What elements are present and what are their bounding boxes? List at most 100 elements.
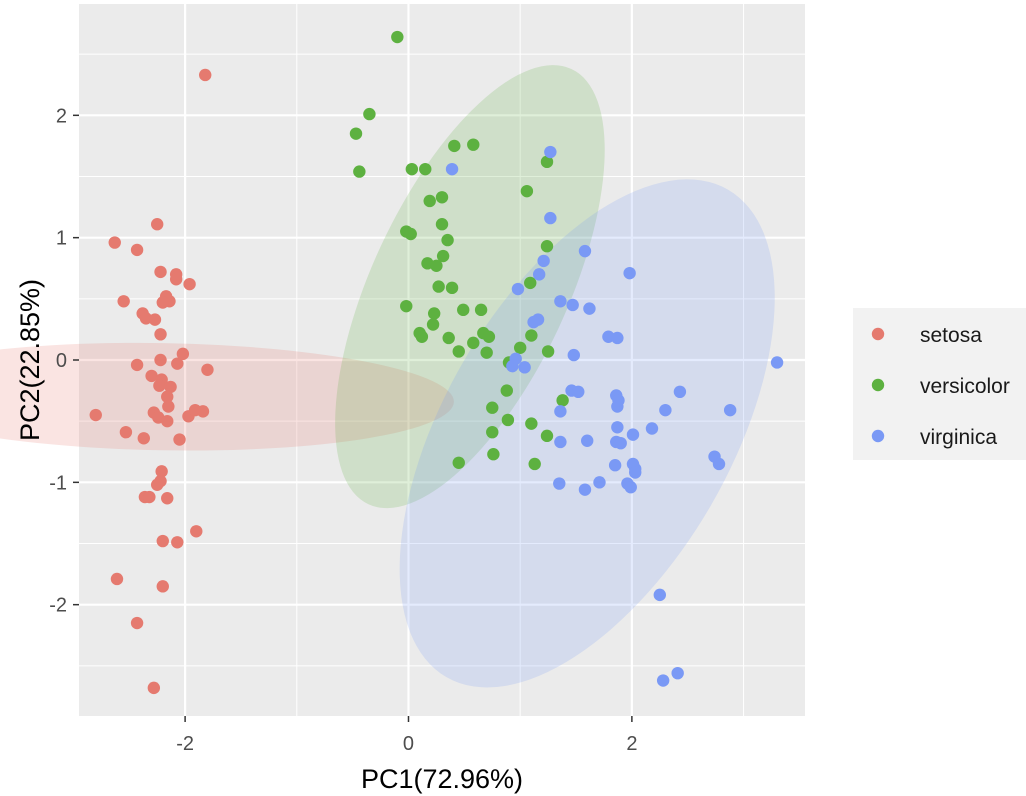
point-setosa (154, 353, 167, 367)
point-versicolor (436, 249, 450, 263)
point-setosa (171, 357, 184, 370)
point-virginica (712, 457, 726, 471)
legend-key-versicolor (871, 378, 885, 392)
axes: -2 0 2 -2 -1 0 1 2 (49, 105, 637, 755)
y-tick-label: -1 (49, 472, 67, 494)
point-setosa (130, 616, 144, 630)
point-setosa (137, 432, 150, 445)
point-virginica (629, 466, 642, 479)
point-virginica (659, 403, 672, 417)
point-virginica (537, 254, 550, 268)
point-versicolor (349, 127, 363, 140)
point-virginica (723, 403, 737, 417)
point-setosa (161, 390, 174, 403)
point-setosa (130, 358, 144, 372)
point-virginica (608, 459, 622, 472)
point-virginica (611, 331, 624, 345)
point-virginica (553, 477, 566, 490)
point-setosa (154, 265, 167, 279)
legend-key-setosa (871, 327, 885, 341)
point-setosa (143, 490, 156, 504)
point-virginica (511, 282, 525, 296)
point-virginica (612, 394, 625, 407)
point-versicolor (528, 457, 541, 471)
point-setosa (130, 243, 144, 257)
point-setosa (154, 328, 167, 341)
point-setosa (164, 380, 177, 394)
point-virginica (653, 588, 666, 602)
point-setosa (156, 534, 169, 548)
point-virginica (518, 361, 531, 374)
y-tick-label: -2 (49, 595, 67, 617)
point-versicolor (520, 184, 534, 198)
point-setosa (117, 295, 130, 308)
point-versicolor (467, 336, 480, 350)
point-setosa (169, 273, 183, 286)
point-setosa (162, 400, 175, 413)
point-versicolor (452, 345, 465, 358)
point-virginica (445, 162, 459, 176)
point-versicolor (435, 191, 449, 204)
ellipse-virginica (399, 179, 775, 688)
point-virginica (578, 483, 592, 496)
y-tick-label: 0 (56, 350, 67, 372)
point-versicolor (525, 329, 538, 342)
point-versicolor (540, 155, 554, 169)
point-versicolor (419, 162, 432, 176)
point-versicolor (482, 330, 496, 343)
point-versicolor (363, 107, 376, 121)
point-virginica (578, 244, 592, 258)
point-versicolor (404, 227, 417, 241)
point-virginica (770, 356, 784, 369)
point-virginica (554, 435, 567, 449)
y-tick-label: 1 (56, 228, 67, 250)
point-versicolor (353, 165, 366, 178)
point-versicolor (426, 318, 440, 331)
point-versicolor (427, 307, 441, 320)
point-versicolor (442, 331, 455, 345)
point-setosa (156, 296, 169, 309)
point-versicolor (486, 401, 499, 414)
point-virginica (656, 674, 670, 687)
point-setosa (183, 277, 196, 291)
point-versicolor (391, 30, 404, 44)
point-virginica (572, 385, 585, 399)
point-setosa (196, 405, 210, 418)
point-versicolor (448, 139, 461, 153)
y-axis-title: PC2(22.85%) (15, 279, 45, 441)
legend-label-virginica: virginica (920, 426, 997, 449)
point-virginica (554, 295, 567, 308)
point-setosa (176, 347, 190, 361)
point-virginica (671, 666, 684, 680)
y-tick-label: 2 (56, 105, 67, 127)
point-virginica (593, 476, 606, 489)
point-virginica (532, 268, 546, 281)
legend-key-virginica (871, 429, 885, 443)
point-versicolor (457, 303, 470, 317)
point-virginica (506, 359, 519, 373)
ellipse-versicolor (335, 65, 605, 509)
point-versicolor (500, 384, 513, 397)
point-versicolor (524, 276, 537, 290)
point-setosa (190, 525, 203, 538)
point-virginica (626, 428, 640, 441)
legend-label-setosa: setosa (920, 324, 982, 347)
point-setosa (145, 369, 158, 383)
point-versicolor (474, 303, 488, 317)
point-versicolor (501, 413, 515, 427)
point-setosa (108, 236, 121, 249)
point-setosa (119, 425, 133, 439)
point-setosa (161, 414, 174, 428)
point-versicolor (423, 194, 436, 208)
point-versicolor (525, 417, 538, 430)
point-versicolor (415, 330, 429, 343)
point-setosa (171, 536, 184, 549)
point-virginica (566, 298, 579, 312)
point-versicolor (430, 259, 443, 273)
point-virginica (614, 436, 627, 450)
point-virginica (527, 315, 540, 329)
point-versicolor (540, 240, 554, 253)
point-virginica (544, 211, 557, 225)
point-setosa (173, 433, 186, 446)
point-virginica (645, 422, 659, 435)
